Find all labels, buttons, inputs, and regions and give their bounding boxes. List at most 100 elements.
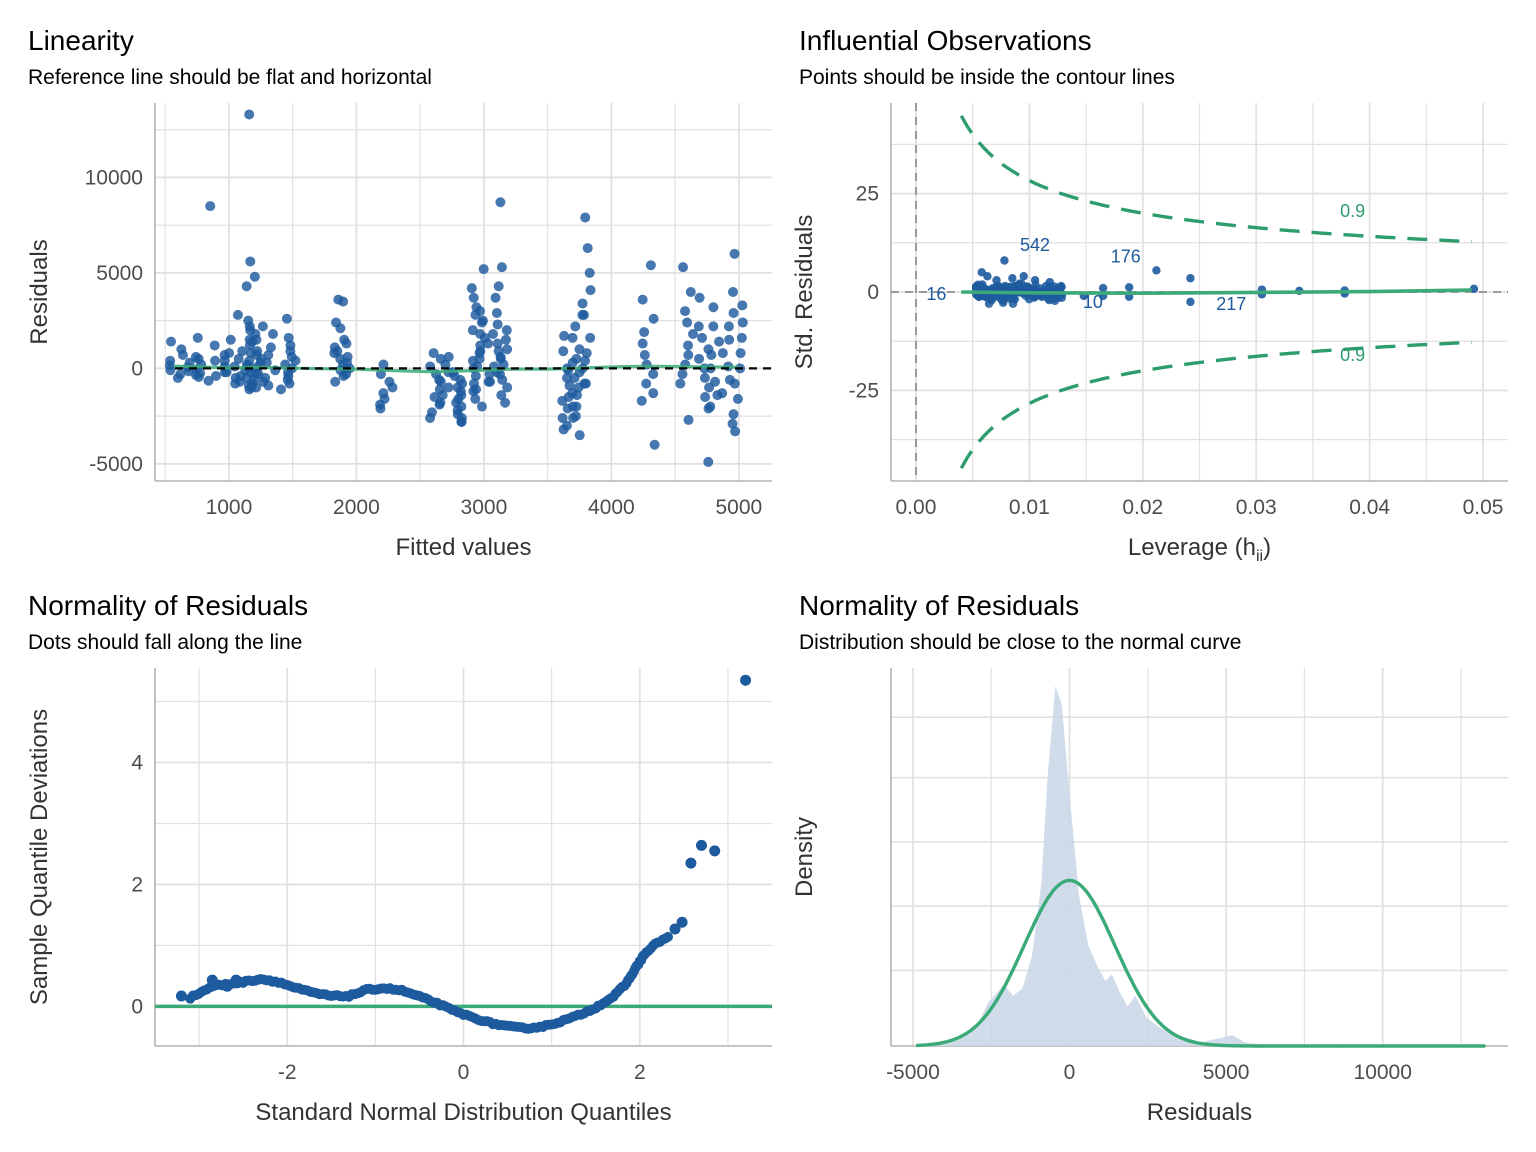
residual-point — [732, 393, 743, 404]
x-tick-label: 2 — [634, 1061, 646, 1084]
qq-point — [740, 674, 752, 686]
leverage-point — [983, 272, 992, 281]
residual-point — [717, 348, 728, 359]
residual-point — [484, 376, 495, 387]
y-tick-label: 4 — [131, 752, 143, 775]
residual-point — [209, 340, 220, 351]
residual-point — [477, 315, 488, 326]
residual-point — [193, 371, 204, 382]
x-axis-label: Residuals — [1147, 1099, 1252, 1126]
x-axis-label-text: Fitted values — [395, 534, 531, 561]
residual-point — [425, 413, 436, 423]
contour-upper — [959, 114, 1472, 244]
residual-point — [244, 109, 255, 120]
residual-point — [475, 306, 486, 317]
x-tick-label: 0.04 — [1349, 496, 1390, 519]
leverage-point — [1000, 256, 1009, 265]
residual-point — [572, 390, 583, 401]
x-tick-label: 0 — [1064, 1061, 1076, 1084]
residual-point — [281, 313, 292, 324]
residual-point — [491, 308, 502, 318]
x-tick-label: 5000 — [1203, 1061, 1250, 1084]
residual-point — [574, 430, 585, 441]
y-tick-label: 10000 — [85, 166, 143, 189]
residual-point — [571, 353, 582, 364]
residual-point — [261, 357, 272, 368]
residual-point — [493, 281, 504, 292]
residual-point — [501, 325, 512, 336]
x-tick-label: 4000 — [588, 496, 635, 519]
x-axis-label-subscript: ii — [1256, 548, 1263, 565]
residual-point — [496, 390, 507, 401]
x-tick-label: 1000 — [206, 496, 253, 519]
residual-point — [166, 336, 177, 347]
residual-point — [257, 321, 268, 332]
residual-point — [728, 409, 739, 420]
residual-point — [263, 350, 274, 360]
residual-point — [237, 346, 248, 357]
residual-point — [500, 397, 511, 408]
x-tick-label: 0 — [458, 1061, 470, 1084]
residual-point — [203, 375, 214, 386]
residual-point — [437, 390, 448, 401]
residual-point — [290, 355, 301, 366]
residual-point — [476, 401, 487, 412]
residual-point — [678, 262, 689, 273]
x-tick-label: 0.05 — [1463, 496, 1504, 519]
residual-point — [570, 321, 581, 332]
contour-lower — [959, 340, 1472, 470]
residual-point — [648, 388, 659, 399]
residual-point — [470, 384, 481, 395]
residual-point — [708, 302, 719, 313]
empirical-density-area — [916, 686, 1487, 1046]
qq-point — [676, 916, 688, 928]
residual-point — [580, 355, 591, 366]
residual-point — [694, 292, 705, 303]
residual-point — [680, 306, 691, 317]
residual-point — [694, 353, 705, 364]
residual-point — [453, 393, 464, 404]
residual-point — [456, 416, 467, 427]
point-label: 217 — [1216, 294, 1246, 314]
residual-point — [728, 308, 739, 318]
residual-point — [717, 388, 728, 399]
residual-point — [443, 382, 454, 393]
x-axis-label-text: Standard Normal Distribution Quantiles — [255, 1099, 671, 1126]
residual-point — [700, 392, 711, 402]
y-tick-label: 0 — [131, 357, 143, 380]
density-subtitle: Distribution should be close to the norm… — [799, 631, 1241, 654]
x-tick-label: 5000 — [715, 496, 762, 519]
residual-point — [275, 384, 286, 395]
qq-point — [695, 839, 707, 851]
residual-point — [177, 350, 188, 360]
residual-point — [492, 319, 503, 330]
residual-point — [729, 248, 740, 259]
residual-point — [728, 287, 739, 297]
residual-point — [682, 317, 693, 328]
leverage-point — [992, 275, 1001, 285]
residual-point — [730, 426, 741, 437]
residual-point — [475, 329, 486, 339]
residual-point — [249, 271, 260, 282]
residual-point — [467, 325, 478, 336]
residual-point — [639, 327, 650, 338]
residual-point — [687, 329, 698, 339]
residual-point — [581, 348, 592, 359]
residual-point — [387, 382, 398, 393]
residual-point — [500, 334, 511, 345]
residual-point — [502, 344, 513, 355]
leverage-point — [1056, 281, 1066, 291]
residual-point — [641, 378, 652, 389]
influential-subtitle: Points should be inside the contour line… — [799, 66, 1175, 89]
residual-point — [449, 371, 460, 381]
residual-point — [443, 351, 454, 362]
leverage-point — [1469, 284, 1479, 294]
residual-point — [251, 382, 262, 393]
residual-point — [492, 338, 503, 349]
contour-label: 0.9 — [1340, 345, 1365, 365]
x-tick-label: 0.01 — [1009, 496, 1050, 519]
residual-point — [192, 332, 203, 343]
qq-point — [175, 990, 187, 1002]
qq-point — [709, 845, 721, 857]
x-axis-label-text: Leverage (h — [1128, 534, 1256, 561]
